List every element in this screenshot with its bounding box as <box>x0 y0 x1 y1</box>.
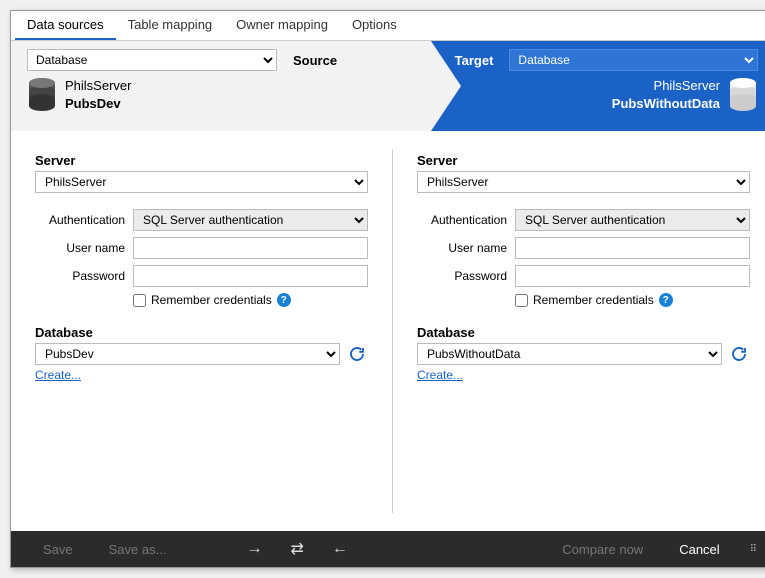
refresh-icon[interactable] <box>346 343 368 365</box>
target-auth-select[interactable]: SQL Server authentication <box>515 209 750 231</box>
header: Database Source PhilsServer PubsDev Targ… <box>11 41 765 131</box>
auth-label: Authentication <box>417 213 507 227</box>
target-server-select[interactable]: PhilsServer <box>417 171 750 193</box>
create-link[interactable]: Create... <box>35 368 81 382</box>
database-icon <box>728 77 758 112</box>
tab-options[interactable]: Options <box>340 11 409 40</box>
database-icon <box>27 77 57 112</box>
user-label: User name <box>35 241 125 255</box>
help-icon[interactable]: ? <box>277 293 291 307</box>
tab-data-sources[interactable]: Data sources <box>15 11 116 40</box>
source-header: Database Source PhilsServer PubsDev <box>11 41 431 131</box>
source-pane: Server PhilsServer Authentication SQL Se… <box>11 131 392 531</box>
arrow-left-icon[interactable]: ← <box>322 536 358 562</box>
source-pass-input[interactable] <box>133 265 368 287</box>
refresh-icon[interactable] <box>728 343 750 365</box>
tab-table-mapping[interactable]: Table mapping <box>116 11 225 40</box>
user-label: User name <box>417 241 507 255</box>
footer: Save Save as... → ⇄ ← Compare now Cancel… <box>11 531 765 567</box>
source-info: PhilsServer PubsDev <box>65 77 131 112</box>
server-label: Server <box>417 153 750 168</box>
cancel-button[interactable]: Cancel <box>665 538 733 561</box>
target-user-input[interactable] <box>515 237 750 259</box>
arrow-right-icon[interactable]: → <box>236 536 272 562</box>
target-header: Target Database PhilsServer PubsWithoutD… <box>431 41 765 131</box>
source-auth-select[interactable]: SQL Server authentication <box>133 209 368 231</box>
body: Server PhilsServer Authentication SQL Se… <box>11 131 765 531</box>
source-type-select[interactable]: Database <box>27 49 277 71</box>
resize-grip-icon[interactable]: ⠿ <box>750 544 756 555</box>
source-database-select[interactable]: PubsDev <box>35 343 340 365</box>
database-label: Database <box>417 325 750 340</box>
remember-label: Remember credentials <box>533 293 654 307</box>
auth-label: Authentication <box>35 213 125 227</box>
saveas-button[interactable]: Save as... <box>95 538 181 561</box>
pass-label: Password <box>35 269 125 283</box>
save-button[interactable]: Save <box>29 538 87 561</box>
source-label: Source <box>285 53 345 68</box>
target-database-select[interactable]: PubsWithoutData <box>417 343 722 365</box>
source-remember-checkbox[interactable] <box>133 294 146 307</box>
pass-label: Password <box>417 269 507 283</box>
database-label: Database <box>35 325 368 340</box>
remember-label: Remember credentials <box>151 293 272 307</box>
help-icon[interactable]: ? <box>659 293 673 307</box>
source-user-input[interactable] <box>133 237 368 259</box>
compare-button[interactable]: Compare now <box>548 538 657 561</box>
target-pane: Server PhilsServer Authentication SQL Se… <box>393 131 765 531</box>
target-type-select[interactable]: Database <box>509 49 758 71</box>
tab-owner-mapping[interactable]: Owner mapping <box>224 11 340 40</box>
create-link[interactable]: Create... <box>417 368 463 382</box>
target-pass-input[interactable] <box>515 265 750 287</box>
target-info: PhilsServer PubsWithoutData <box>612 77 720 112</box>
source-server-select[interactable]: PhilsServer <box>35 171 368 193</box>
tab-strip: Data sources Table mapping Owner mapping… <box>11 11 765 41</box>
dialog-window: Data sources Table mapping Owner mapping… <box>10 10 765 568</box>
server-label: Server <box>35 153 368 168</box>
target-remember-checkbox[interactable] <box>515 294 528 307</box>
swap-icon[interactable]: ⇄ <box>280 535 313 563</box>
